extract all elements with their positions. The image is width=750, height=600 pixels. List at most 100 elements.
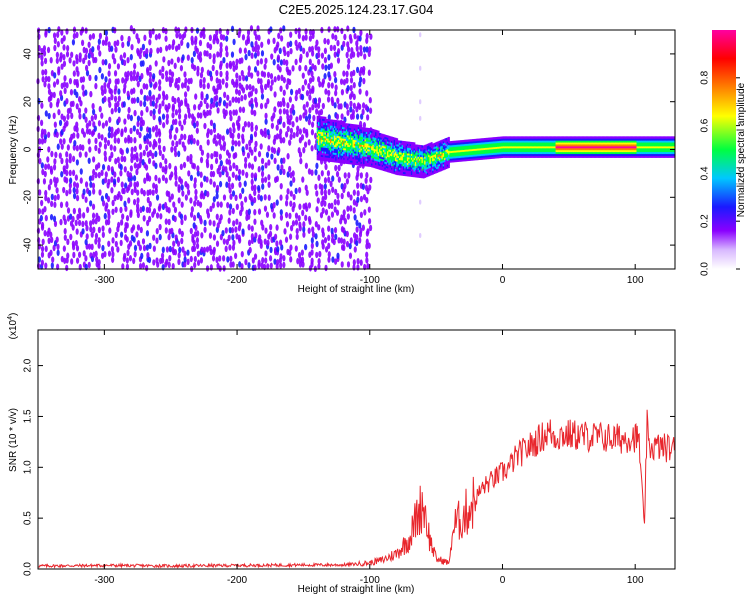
spectrogram-cell [316, 133, 319, 136]
spectrogram-cell [357, 126, 360, 130]
spectrogram-cell [117, 191, 121, 198]
spectrogram-cell [365, 90, 369, 97]
spectrogram-cell [324, 208, 329, 216]
spectrogram-cell [452, 160, 454, 163]
spectrogram-cell [122, 187, 126, 195]
spectrogram-cell [474, 152, 477, 155]
spectrogram-cell [337, 156, 340, 160]
spectrogram-cell [546, 143, 549, 147]
spectrogram-cell [183, 261, 187, 268]
spectrogram-cell [457, 140, 460, 143]
spectrogram-cell [129, 180, 133, 188]
spectrogram-cell [522, 153, 525, 156]
spectrogram-cell [536, 142, 539, 145]
spectrogram-cell [438, 152, 441, 155]
spectrogram-cell [81, 76, 86, 83]
spectrogram-cell [365, 158, 368, 161]
spectrogram-cell [498, 140, 501, 143]
spectrogram-cell [196, 259, 201, 266]
spectrogram-cell [277, 32, 281, 40]
spectrogram-cell [332, 148, 335, 151]
spectrogram-cell [498, 153, 501, 157]
spectrogram-cell [273, 76, 277, 83]
spectrogram-cell [333, 71, 337, 78]
spectrogram-cell [394, 168, 397, 171]
spectrogram-cell [104, 176, 108, 184]
spectrogram-cell [441, 166, 444, 169]
spectrogram-cell [424, 148, 426, 152]
spectrogram-cell [359, 146, 361, 149]
spectrogram-cell [424, 173, 426, 176]
spectrogram-cell [334, 76, 338, 84]
spectrogram-cell [363, 159, 365, 163]
spectrogram-cell [546, 151, 549, 155]
spectrogram-cell [291, 65, 295, 72]
spectrogram-cell [139, 88, 144, 95]
spectrogram-cell [357, 132, 360, 135]
spectrogram-cell [454, 155, 457, 159]
spectrogram-cell [199, 257, 204, 264]
spectrogram-cell [248, 83, 252, 91]
spectrogram-cell [349, 131, 352, 134]
spectrogram-cell [400, 159, 403, 163]
spectrogram-cell [240, 205, 244, 212]
spectrogram-cell [328, 123, 331, 126]
spectrogram-cell [320, 129, 323, 133]
spectrogram-cell [325, 157, 328, 160]
spectrogram-cell [319, 152, 322, 155]
spectrogram-cell [398, 171, 401, 174]
spectrogram-cell [327, 124, 330, 128]
spectrogram-cell [325, 141, 328, 145]
spectrogram-cell [331, 123, 334, 126]
spectrogram-cell [387, 158, 389, 161]
spectrogram-cell [225, 50, 229, 58]
spectrogram-cell [380, 163, 383, 167]
spectrogram-cell [316, 136, 319, 140]
spectrogram-cell [401, 171, 404, 174]
spectrogram-cell [132, 74, 136, 82]
spectrogram-cell [436, 141, 438, 145]
spectrogram-cell [519, 142, 522, 145]
spectrogram-cell [345, 140, 348, 143]
spectrogram-cell [327, 153, 330, 156]
spectrogram-cell [241, 187, 245, 194]
spectrogram-cell [365, 162, 368, 165]
spectrogram-cell [366, 228, 370, 235]
spectrogram-cell [189, 153, 193, 161]
spectrogram-cell [323, 126, 326, 129]
spectrogram-cell [263, 63, 267, 70]
spectrogram-cell [348, 138, 351, 142]
spectrogram-cell [336, 97, 340, 104]
spectrogram-cell [377, 163, 380, 166]
spectrogram-cell [486, 147, 489, 150]
spectrogram-cell [490, 150, 493, 154]
spectrogram-cell [353, 162, 356, 165]
spectrogram-cell [357, 161, 360, 164]
spectrogram-cell [318, 142, 320, 146]
spectrogram-cell [292, 109, 296, 116]
spectrogram-cell [337, 237, 341, 244]
spectrogram-cell [122, 101, 126, 108]
spectrogram-cell [251, 257, 255, 264]
spectrogram-cell [372, 129, 375, 132]
spectrogram-cell [477, 138, 480, 142]
spectrogram-cell [352, 154, 355, 158]
spectrogram-cell [240, 95, 244, 102]
spectrogram-cell [141, 60, 145, 67]
spectrogram-cell [406, 156, 409, 160]
spectrogram-cell [445, 166, 448, 170]
spectrogram-cell [103, 95, 107, 103]
spectrogram-cell [489, 147, 492, 150]
spectrogram-cell [285, 83, 289, 90]
spectrogram-cell [419, 199, 422, 205]
spectrogram-cell [125, 263, 130, 271]
spectrogram-cell [380, 144, 383, 148]
spectrogram-cell [340, 145, 343, 148]
spectrogram-cell [409, 159, 412, 162]
spectrogram-cell [163, 201, 168, 209]
spectrogram-cell [356, 126, 359, 129]
spectrogram-cell [310, 237, 314, 244]
spectrogram-cell [276, 164, 280, 171]
spectrogram-cell [522, 142, 525, 145]
spectrogram-cell [145, 47, 149, 55]
